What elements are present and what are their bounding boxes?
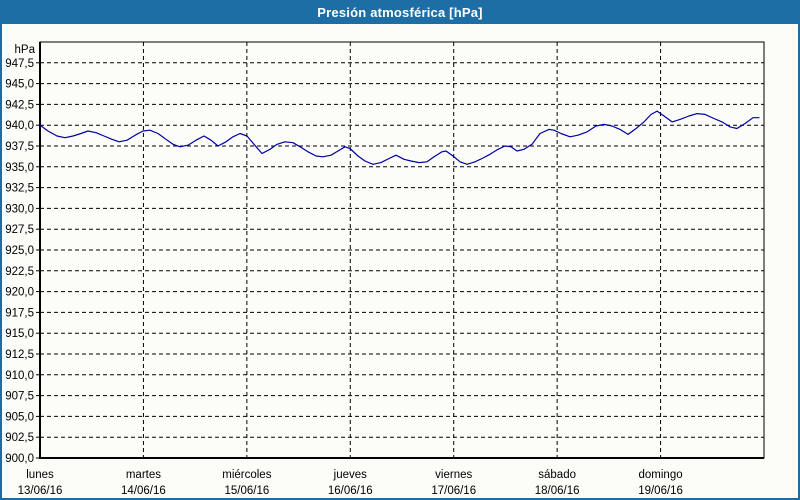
- y-tick-label: 910,0: [5, 370, 34, 382]
- y-tick-label: 930,0: [5, 203, 34, 215]
- y-tick-label: 917,5: [5, 307, 34, 319]
- x-day-label: viernes: [435, 469, 472, 481]
- chart-title: Presión atmosférica [hPa]: [317, 5, 483, 20]
- x-date-label: 18/06/16: [535, 485, 580, 497]
- y-tick-label: 905,0: [5, 411, 34, 423]
- y-tick-label: 945,0: [5, 79, 34, 91]
- y-tick-label: 927,5: [5, 224, 34, 236]
- y-tick-label: 925,0: [5, 245, 34, 257]
- x-day-label: jueves: [333, 469, 367, 481]
- y-tick-label: 902,5: [5, 432, 34, 444]
- y-tick-label: 940,0: [5, 120, 34, 132]
- x-date-label: 17/06/16: [431, 485, 476, 497]
- y-unit-label: hPa: [15, 44, 36, 56]
- y-tick-label: 900,0: [5, 453, 34, 465]
- x-date-label: 13/06/16: [18, 485, 63, 497]
- x-day-label: martes: [126, 469, 161, 481]
- y-tick-label: 947,5: [5, 58, 34, 70]
- x-date-label: 16/06/16: [328, 485, 373, 497]
- pressure-line: [39, 110, 760, 165]
- y-tick-label: 915,0: [5, 328, 34, 340]
- x-day-label: lunes: [26, 469, 54, 481]
- x-day-label: sábado: [538, 469, 576, 481]
- x-date-label: 15/06/16: [224, 485, 269, 497]
- y-tick-label: 942,5: [5, 99, 34, 111]
- chart-title-bar: Presión atmosférica [hPa]: [2, 2, 798, 24]
- y-tick-label: 920,0: [5, 287, 34, 299]
- y-tick-label: 937,5: [5, 141, 34, 153]
- y-tick-label: 922,5: [5, 266, 34, 278]
- y-tick-label: 912,5: [5, 349, 34, 361]
- y-tick-label: 907,5: [5, 391, 34, 403]
- x-date-label: 19/06/16: [638, 485, 683, 497]
- y-tick-label: 932,5: [5, 183, 34, 195]
- x-day-label: domingo: [639, 469, 683, 481]
- x-day-label: miércoles: [222, 469, 271, 481]
- x-date-label: 14/06/16: [121, 485, 166, 497]
- y-tick-label: 935,0: [5, 162, 34, 174]
